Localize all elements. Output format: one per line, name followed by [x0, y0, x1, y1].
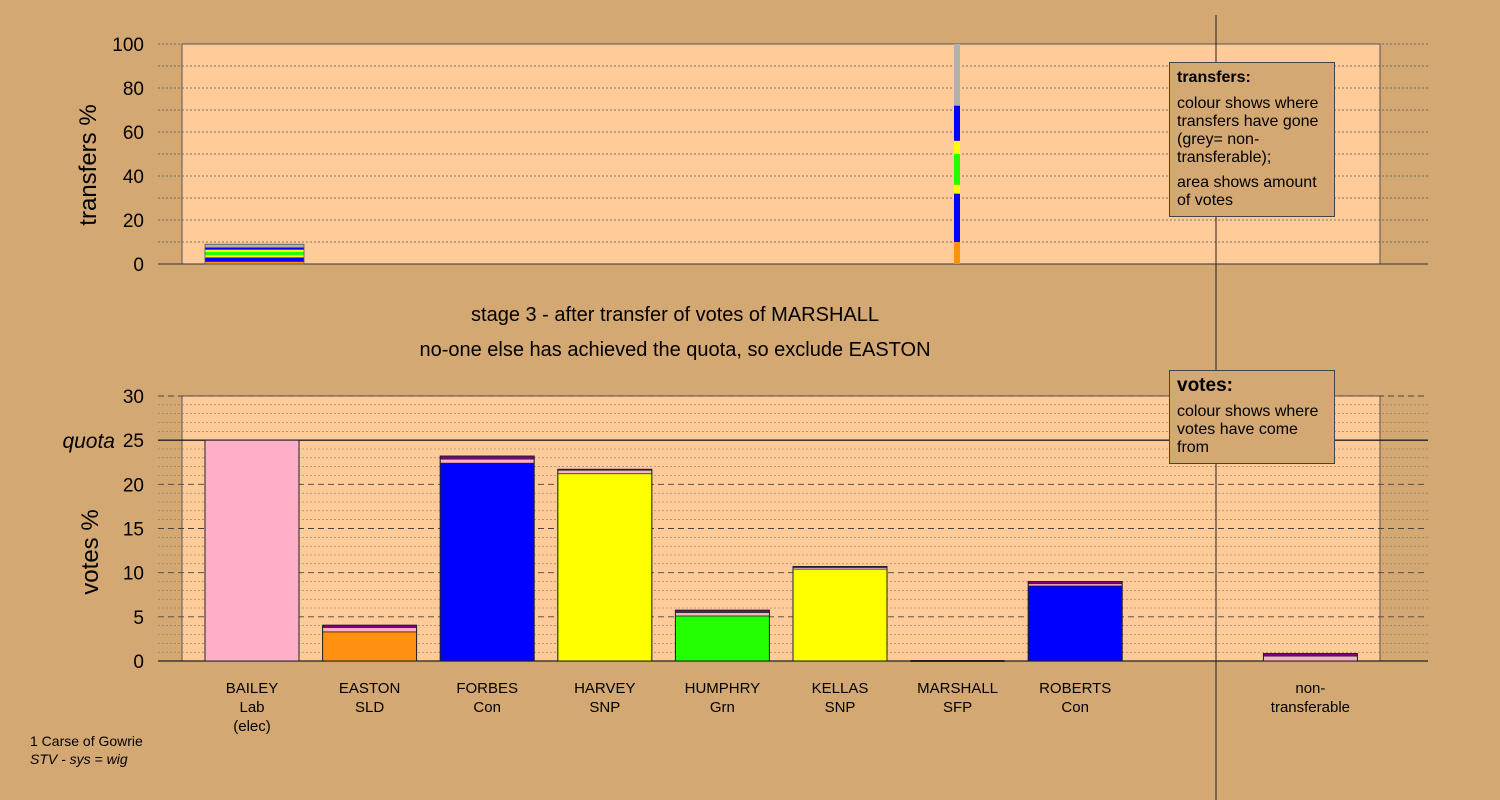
stage-title: stage 3 - after transfer of votes of MAR…	[471, 304, 879, 326]
transfer-segment-bailey-to-roberts	[205, 247, 304, 250]
candidate-label-line: Con	[1061, 699, 1089, 716]
transfers-legend: transfers: colour shows where transfers …	[1169, 62, 1335, 217]
vote-segment-humphry-from-grn	[675, 615, 770, 662]
footer-constituency: 1 Carse of Gowrie	[30, 733, 143, 749]
transfer-segment-marshall-to-roberts	[954, 105, 960, 141]
transfer-segment-bailey-to-easton	[205, 261, 304, 264]
candidate-label-line: non-	[1295, 680, 1325, 697]
vote-segment-non-from-lab	[1263, 655, 1358, 662]
vote-segment-harvey-from-lab	[557, 469, 653, 475]
candidate-label-line: HUMPHRY	[685, 680, 761, 697]
transfers-legend-text1: colour shows where transfers have gone (…	[1177, 95, 1319, 166]
transfer-segment-marshall-to-non-transferable	[954, 44, 960, 106]
candidate-label-line: MARSHALL	[917, 680, 998, 697]
transfers-y-axis-label: transfers %	[75, 104, 102, 225]
votes-legend: votes: colour shows where votes have com…	[1169, 370, 1335, 464]
transfer-bar-outline	[204, 243, 305, 265]
candidate-label-line: (elec)	[233, 718, 271, 735]
transfer-segment-bailey-to-non-transferable	[205, 244, 304, 248]
transfer-segment-bailey-to-kellas	[205, 249, 304, 252]
transfer-segment-marshall-to-humphry	[954, 154, 960, 185]
candidate-label-line: FORBES	[456, 680, 518, 697]
transfers-y-tick-label: 20	[123, 211, 144, 232]
vote-bar-outline	[439, 455, 535, 662]
transfers-y-tick-label: 0	[133, 255, 144, 276]
vote-segment-kellas-from-snp	[792, 568, 888, 662]
vote-bar-outline	[1262, 652, 1358, 662]
vote-bar-outline	[322, 624, 418, 662]
votes-legend-text1: colour shows where votes have come from	[1177, 403, 1319, 456]
transfers-legend-heading: transfers:	[1177, 69, 1251, 86]
candidate-label-line: Con	[473, 699, 501, 716]
candidate-label-line: Grn	[710, 699, 735, 716]
votes-y-tick-label: 5	[133, 608, 144, 629]
candidate-label-line: SNP	[589, 699, 620, 716]
candidate-label-line: transferable	[1271, 699, 1350, 716]
votes-y-tick-label: 25	[123, 431, 144, 452]
footer-system: STV - sys = wig	[30, 751, 128, 767]
candidate-label-line: KELLAS	[812, 680, 869, 697]
votes-y-tick-label: 30	[123, 387, 144, 408]
transfers-legend-text2: area shows amount of votes	[1177, 174, 1317, 209]
votes-legend-heading: votes:	[1177, 375, 1233, 396]
transfer-segment-bailey-to-harvey	[205, 255, 304, 258]
candidate-label-line: SNP	[825, 699, 856, 716]
vote-segment-easton-from-sld	[322, 631, 417, 662]
quota-label: quota	[62, 430, 115, 453]
votes-y-tick-label: 0	[133, 652, 144, 673]
candidate-label-line: BAILEY	[226, 680, 279, 697]
vote-bar-outline	[1027, 581, 1123, 662]
transfer-segment-marshall-to-easton	[954, 242, 960, 264]
vote-bar-outline	[674, 609, 770, 662]
transfer-segment-bailey-to-humphry	[205, 251, 304, 256]
vote-segment-roberts-from-con	[1027, 585, 1123, 662]
transfers-y-tick-label: 40	[123, 167, 144, 188]
vote-segment-humphry-from-lab	[675, 612, 770, 617]
transfer-segment-marshall-to-harvey	[954, 184, 960, 194]
candidate-label-line: SFP	[943, 699, 972, 716]
vote-bar-outline	[204, 439, 300, 662]
vote-bar-outline	[557, 468, 653, 662]
votes-y-tick-label: 15	[123, 520, 144, 541]
votes-y-tick-label: 20	[123, 475, 144, 496]
vote-segment-forbes-from-con	[439, 462, 535, 662]
vote-segment-harvey-from-snp	[557, 473, 653, 662]
votes-y-axis-label: votes %	[77, 509, 104, 594]
vote-segment-easton-from-lab	[322, 627, 417, 633]
stage-subtitle: no-one else has achieved the quota, so e…	[419, 339, 931, 361]
candidate-label-line: EASTON	[339, 680, 400, 697]
vote-segment-forbes-from-lab	[439, 458, 535, 464]
transfer-segment-marshall-to-forbes	[954, 193, 960, 242]
transfer-segment-marshall-to-kellas	[954, 140, 960, 154]
votes-y-tick-label: 10	[123, 564, 144, 585]
vote-segment-bailey-from-lab	[204, 439, 300, 662]
transfer-segment-bailey-to-forbes	[205, 257, 304, 262]
candidate-label-line: ROBERTS	[1039, 680, 1111, 697]
candidate-label-line: HARVEY	[574, 680, 635, 697]
transfers-y-tick-label: 100	[112, 35, 144, 56]
candidate-label-line: Lab	[239, 699, 264, 716]
candidate-label-line: SLD	[355, 699, 384, 716]
transfers-y-tick-label: 80	[123, 79, 144, 100]
vote-bar-outline	[792, 565, 888, 662]
transfers-y-tick-label: 60	[123, 123, 144, 144]
